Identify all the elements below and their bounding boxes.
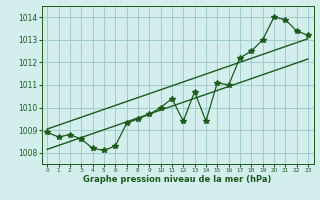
- X-axis label: Graphe pression niveau de la mer (hPa): Graphe pression niveau de la mer (hPa): [84, 175, 272, 184]
